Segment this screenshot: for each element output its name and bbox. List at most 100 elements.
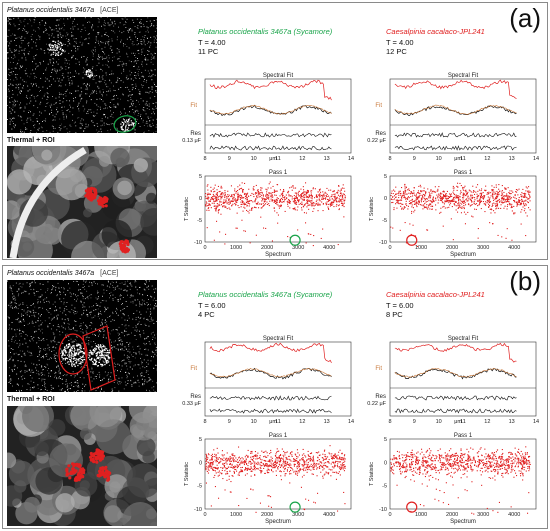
scatter-point (424, 195, 426, 197)
scatter-point (505, 237, 507, 239)
scatter-point (465, 199, 467, 201)
scatter-point (515, 465, 517, 467)
scatter-point (217, 212, 219, 214)
scatter-point (294, 203, 296, 205)
scatter-point (252, 459, 254, 461)
scatter-point (308, 469, 310, 471)
scatter-point (403, 206, 405, 208)
scatter-point (422, 462, 424, 464)
scatter-point (279, 464, 281, 466)
scatter-point (479, 462, 481, 464)
scatter-point (511, 190, 513, 192)
scatter-point (285, 458, 287, 460)
scatter-point (507, 458, 509, 460)
scatter-point (246, 204, 248, 206)
scatter-point (306, 469, 308, 471)
scatter-point (296, 471, 298, 473)
scatter-point (441, 464, 443, 466)
scatter-point (470, 465, 472, 467)
scatter-point (264, 460, 266, 462)
scatter-point (411, 199, 413, 201)
scatter-point (410, 192, 412, 194)
x-tick-label: 1000 (230, 512, 242, 518)
scatter-point (291, 451, 293, 453)
scatter-point (498, 188, 500, 190)
scatter-point (503, 191, 505, 193)
scatter-point (479, 448, 481, 450)
scatter-point (493, 462, 495, 464)
scatter-point (245, 454, 247, 456)
scatter-point (308, 499, 310, 501)
scatter-point (495, 197, 497, 199)
scatter-point (486, 202, 488, 204)
scatter-point (282, 458, 284, 460)
scatter-point (315, 202, 317, 204)
scatter-point (426, 460, 428, 462)
scatter-point (252, 193, 254, 195)
scatter-point (303, 465, 305, 467)
scatter-point (392, 466, 394, 468)
scatter-point (223, 199, 225, 201)
scatter-point (507, 201, 509, 203)
scatter-point (484, 448, 486, 450)
scatter-point (505, 201, 507, 203)
scatter-point (415, 198, 417, 200)
scatter-point (441, 201, 443, 203)
scatter-point (264, 198, 266, 200)
scatter-point (324, 449, 326, 451)
scatter-point (486, 457, 488, 459)
scatter-point (501, 185, 503, 187)
fit-line (209, 104, 332, 115)
scatter-point (232, 455, 234, 457)
scatter-point (422, 190, 424, 192)
scatter-point (207, 207, 209, 209)
scatter-point (421, 199, 423, 201)
fit-line (394, 367, 517, 378)
scatter-point (442, 191, 444, 193)
scatter-point (246, 468, 248, 470)
scatter-point (290, 467, 292, 469)
scatter-point (454, 471, 456, 473)
scatter-point (521, 472, 523, 474)
scatter-point (524, 466, 526, 468)
x-tick-label: 3000 (477, 245, 489, 251)
scatter-point (283, 450, 285, 452)
scatter-point (529, 455, 531, 457)
scatter-point (419, 467, 421, 469)
scatter-point (284, 465, 286, 467)
scatter-point (303, 470, 305, 472)
scatter-point (470, 204, 472, 206)
scatter-point (404, 188, 406, 190)
scatter-point (310, 194, 312, 196)
scatter-point (253, 457, 255, 459)
scatter-point (410, 454, 412, 456)
scatter-point (524, 452, 526, 454)
scatter-point (341, 467, 343, 469)
library-title-right-b: Caesalpinia cacalaco-JPL241 (386, 290, 485, 299)
scatter-point (445, 466, 447, 468)
scatter-point (257, 464, 259, 466)
scatter-point (501, 202, 503, 204)
scatter-point (401, 195, 403, 197)
scatter-point (426, 472, 428, 474)
scatter-point (286, 457, 288, 459)
scatter-point (343, 194, 345, 196)
scatter-point (453, 464, 455, 466)
scatter-point (488, 203, 490, 205)
scatter-point (225, 200, 227, 202)
scatter-point (242, 189, 244, 191)
scatter-point (250, 456, 252, 458)
scatter-point (411, 471, 413, 473)
scatter-point (234, 466, 236, 468)
scatter-point (322, 469, 324, 471)
scatter-point (330, 202, 332, 204)
scatter-point (461, 459, 463, 461)
scatter-point (250, 467, 252, 469)
scatter-point (527, 466, 529, 468)
scatter-point (241, 469, 243, 471)
scatter-point (277, 204, 279, 206)
scatter-point (324, 464, 326, 466)
scatter-point (282, 193, 284, 195)
scatter-point (249, 468, 251, 470)
scatter-point (495, 456, 497, 458)
